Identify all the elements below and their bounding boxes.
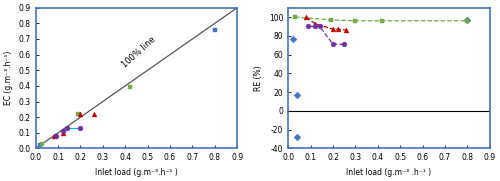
Y-axis label: EC (g.m⁻³.h⁻¹): EC (g.m⁻³.h⁻¹) — [4, 51, 13, 105]
X-axis label: Inlet load (g.m⁻³.h⁻¹ ): Inlet load (g.m⁻³.h⁻¹ ) — [95, 168, 178, 177]
X-axis label: Inlet load (g.m⁻³ .h⁻¹ ): Inlet load (g.m⁻³ .h⁻¹ ) — [346, 168, 432, 177]
Y-axis label: RE (%): RE (%) — [254, 65, 264, 91]
Text: 100% line: 100% line — [121, 34, 158, 69]
